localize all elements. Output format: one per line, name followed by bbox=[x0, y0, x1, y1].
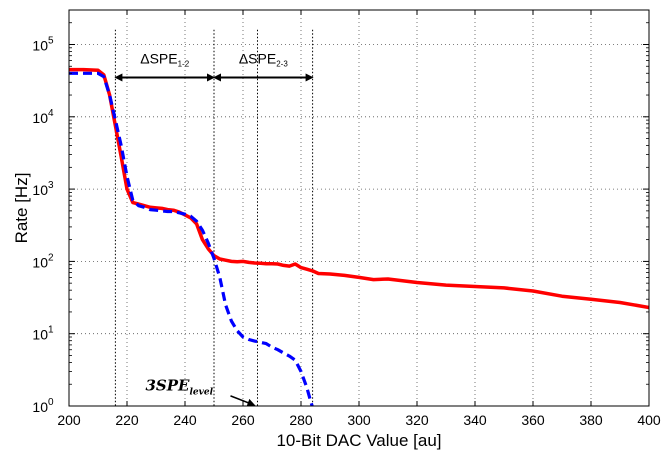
y-tick-label: 104 bbox=[32, 108, 54, 126]
y-tick-exponent: 0 bbox=[48, 397, 54, 408]
y-tick-base: 10 bbox=[32, 37, 48, 53]
x-tick-label: 200 bbox=[57, 412, 81, 428]
delta-spe-subscript: 2-3 bbox=[276, 59, 288, 68]
x-tick-label: 340 bbox=[463, 412, 487, 428]
delta-spe-subscript: 1-2 bbox=[178, 59, 190, 68]
axis-ticks: 200 220 240 260 280 300 320 340 360 380 4001001011… bbox=[32, 9, 661, 428]
spe-level-arrow bbox=[230, 395, 256, 407]
delta-spe-label: ΔSPE1-2 bbox=[140, 50, 189, 68]
x-axis-label: 10-Bit DAC Value [au] bbox=[276, 431, 441, 450]
blue-dashed-series-line bbox=[69, 71, 314, 406]
y-tick-label: 105 bbox=[32, 35, 54, 53]
delta-spe-base: ΔSPE bbox=[239, 50, 276, 66]
data-series bbox=[69, 67, 649, 406]
x-tick-label: 300 bbox=[347, 412, 371, 428]
y-tick-base: 10 bbox=[32, 399, 48, 415]
y-tick-base: 10 bbox=[32, 254, 48, 270]
grid-lines bbox=[69, 10, 649, 406]
y-tick-label: 101 bbox=[32, 325, 54, 343]
y-tick-label: 103 bbox=[32, 180, 54, 198]
x-tick-label: 240 bbox=[173, 412, 197, 428]
y-tick-base: 10 bbox=[32, 182, 48, 198]
spe-level-label: 3SPElevel bbox=[146, 376, 214, 397]
x-tick-label: 400 bbox=[637, 412, 661, 428]
y-tick-base: 10 bbox=[32, 110, 48, 126]
x-tick-label: 280 bbox=[289, 412, 313, 428]
delta-spe-base: ΔSPE bbox=[140, 50, 177, 66]
y-tick-exponent: 5 bbox=[48, 35, 54, 46]
y-tick-exponent: 1 bbox=[48, 325, 54, 336]
y-tick-exponent: 3 bbox=[48, 180, 54, 191]
spe-level-base: 3SPE bbox=[146, 376, 191, 394]
y-tick-exponent: 4 bbox=[48, 108, 54, 119]
y-tick-exponent: 2 bbox=[48, 252, 54, 263]
x-tick-label: 220 bbox=[115, 412, 139, 428]
y-axis-label: Rate [Hz] bbox=[12, 173, 31, 244]
x-tick-label: 380 bbox=[579, 412, 603, 428]
y-tick-label: 100 bbox=[32, 397, 54, 415]
spe-level-subscript: level bbox=[189, 387, 213, 397]
delta-spe-label: ΔSPE2-3 bbox=[239, 50, 288, 68]
x-tick-label: 320 bbox=[405, 412, 429, 428]
x-tick-label: 360 bbox=[521, 412, 545, 428]
y-tick-label: 102 bbox=[32, 252, 54, 270]
y-tick-base: 10 bbox=[32, 327, 48, 343]
x-tick-label: 260 bbox=[231, 412, 255, 428]
